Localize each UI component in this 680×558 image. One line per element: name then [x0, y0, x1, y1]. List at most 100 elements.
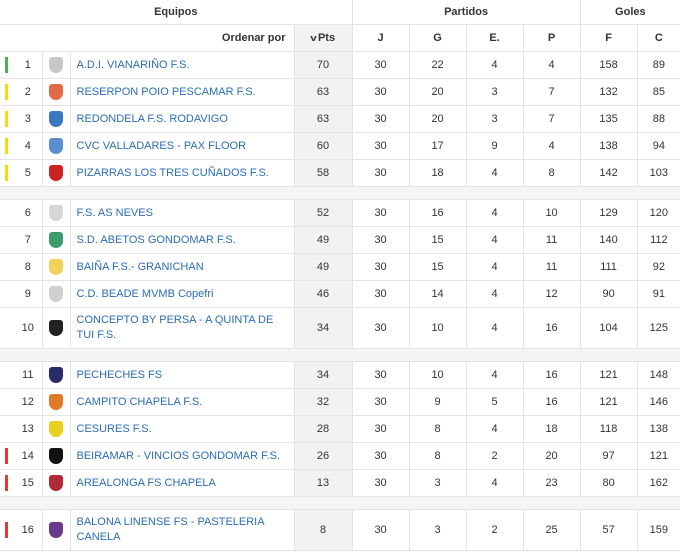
qualification-marker: [0, 280, 14, 308]
played: 30: [352, 78, 410, 106]
group-separator: [0, 348, 680, 362]
lost: 4: [523, 51, 581, 79]
valladares-crest-icon: [49, 138, 63, 154]
qualification-marker: [0, 307, 14, 349]
campito-crest-icon: [49, 394, 63, 410]
qualification-marker: [0, 415, 14, 443]
pizarras-crest-icon: [49, 165, 63, 181]
qualification-marker: [0, 132, 14, 160]
position: 13: [14, 415, 42, 443]
header-f[interactable]: F: [580, 24, 638, 52]
played: 30: [352, 51, 410, 79]
played: 30: [352, 199, 410, 227]
goals-against: 146: [637, 388, 680, 416]
team-logo: [41, 509, 71, 551]
goals-for: 111: [580, 253, 638, 281]
team-link[interactable]: PIZARRAS LOS TRES CUÑADOS F.S.: [70, 159, 294, 187]
goals-against: 89: [637, 51, 680, 79]
points: 8: [293, 509, 353, 551]
table-row: 1 A.D.I. VIANARIÑO F.S. 70 30 22 4 4 158 89: [0, 51, 680, 79]
team-logo: [41, 361, 71, 389]
points: 46: [293, 280, 353, 308]
position: 12: [14, 388, 42, 416]
lost: 25: [523, 509, 581, 551]
won: 8: [409, 442, 467, 470]
team-link[interactable]: AREALONGA FS CHAPELA: [70, 469, 294, 497]
team-link[interactable]: F.S. AS NEVES: [70, 199, 294, 227]
table-row: 11 PECHECHES FS 34 30 10 4 16 121 148: [0, 361, 680, 389]
table-row: 13 CESURES F.S. 28 30 8 4 18 118 138: [0, 415, 680, 443]
goals-for: 129: [580, 199, 638, 227]
team-link[interactable]: PECHECHES FS: [70, 361, 294, 389]
goals-for: 80: [580, 469, 638, 497]
played: 30: [352, 132, 410, 160]
won: 20: [409, 105, 467, 133]
team-link[interactable]: BEIRAMAR - VINCIOS GONDOMAR F.S.: [70, 442, 294, 470]
team-logo: [41, 132, 71, 160]
goals-for: 97: [580, 442, 638, 470]
points: 63: [293, 78, 353, 106]
header-p[interactable]: P: [523, 24, 581, 52]
won: 10: [409, 307, 467, 349]
team-link[interactable]: S.D. ABETOS GONDOMAR F.S.: [70, 226, 294, 254]
table-row: 16 BALONA LINENSE FS - PASTELERIA CANELA 8…: [0, 509, 680, 551]
qualification-marker: [0, 509, 14, 551]
table-row: 3 REDONDELA F.S. RODAVIGO 63 30 20 3 7 135 88: [0, 105, 680, 133]
pecheches-crest-icon: [49, 367, 63, 383]
header-e[interactable]: E.: [466, 24, 524, 52]
team-link[interactable]: RESERPON POIO PESCAMAR F.S.: [70, 78, 294, 106]
position: 10: [14, 307, 42, 349]
table-row: 5 PIZARRAS LOS TRES CUÑADOS F.S. 58 30 18 4 8 1…: [0, 159, 680, 187]
header-g[interactable]: G: [409, 24, 467, 52]
team-link[interactable]: C.D. BEADE MVMB Copefri: [70, 280, 294, 308]
position: 6: [14, 199, 42, 227]
won: 8: [409, 415, 467, 443]
group-separator: [0, 186, 680, 200]
team-link[interactable]: BALONA LINENSE FS - PASTELERIA CANELA: [70, 509, 294, 551]
position: 15: [14, 469, 42, 497]
team-link[interactable]: CESURES F.S.: [70, 415, 294, 443]
team-link[interactable]: CAMPITO CHAPELA F.S.: [70, 388, 294, 416]
goals-against: 120: [637, 199, 680, 227]
won: 14: [409, 280, 467, 308]
team-logo: [41, 226, 71, 254]
position: 9: [14, 280, 42, 308]
header-j[interactable]: J: [352, 24, 410, 52]
table-row: 10 CONCEPTO BY PERSA - A QUINTA DE TUI F.…: [0, 307, 680, 349]
goals-against: 103: [637, 159, 680, 187]
team-link[interactable]: A.D.I. VIANARIÑO F.S.: [70, 51, 294, 79]
won: 3: [409, 469, 467, 497]
team-link[interactable]: CONCEPTO BY PERSA - A QUINTA DE TUI F.S.: [70, 307, 294, 349]
played: 30: [352, 469, 410, 497]
header-partidos: Partidos: [352, 0, 581, 25]
team-link[interactable]: CVC VALLADARES - PAX FLOOR: [70, 132, 294, 160]
won: 15: [409, 253, 467, 281]
position: 5: [14, 159, 42, 187]
team-logo: [41, 199, 71, 227]
header-c[interactable]: C: [637, 24, 680, 52]
team-logo: [41, 469, 71, 497]
goals-against: 162: [637, 469, 680, 497]
points: 58: [293, 159, 353, 187]
sort-by-pts-button[interactable]: vPts: [294, 24, 353, 52]
played: 30: [352, 442, 410, 470]
goals-for: 142: [580, 159, 638, 187]
lost: 11: [523, 226, 581, 254]
qualification-marker: [0, 51, 14, 79]
drawn: 4: [466, 307, 524, 349]
team-link[interactable]: BAIÑA F.S.- GRANICHAN: [70, 253, 294, 281]
goals-against: 112: [637, 226, 680, 254]
won: 16: [409, 199, 467, 227]
lost: 11: [523, 253, 581, 281]
team-logo: [41, 280, 71, 308]
team-logo: [41, 442, 71, 470]
position: 16: [14, 509, 42, 551]
points: 52: [293, 199, 353, 227]
team-logo: [41, 51, 71, 79]
goals-against: 88: [637, 105, 680, 133]
concepto-crest-icon: [49, 320, 63, 336]
points: 63: [293, 105, 353, 133]
drawn: 4: [466, 280, 524, 308]
team-link[interactable]: REDONDELA F.S. RODAVIGO: [70, 105, 294, 133]
